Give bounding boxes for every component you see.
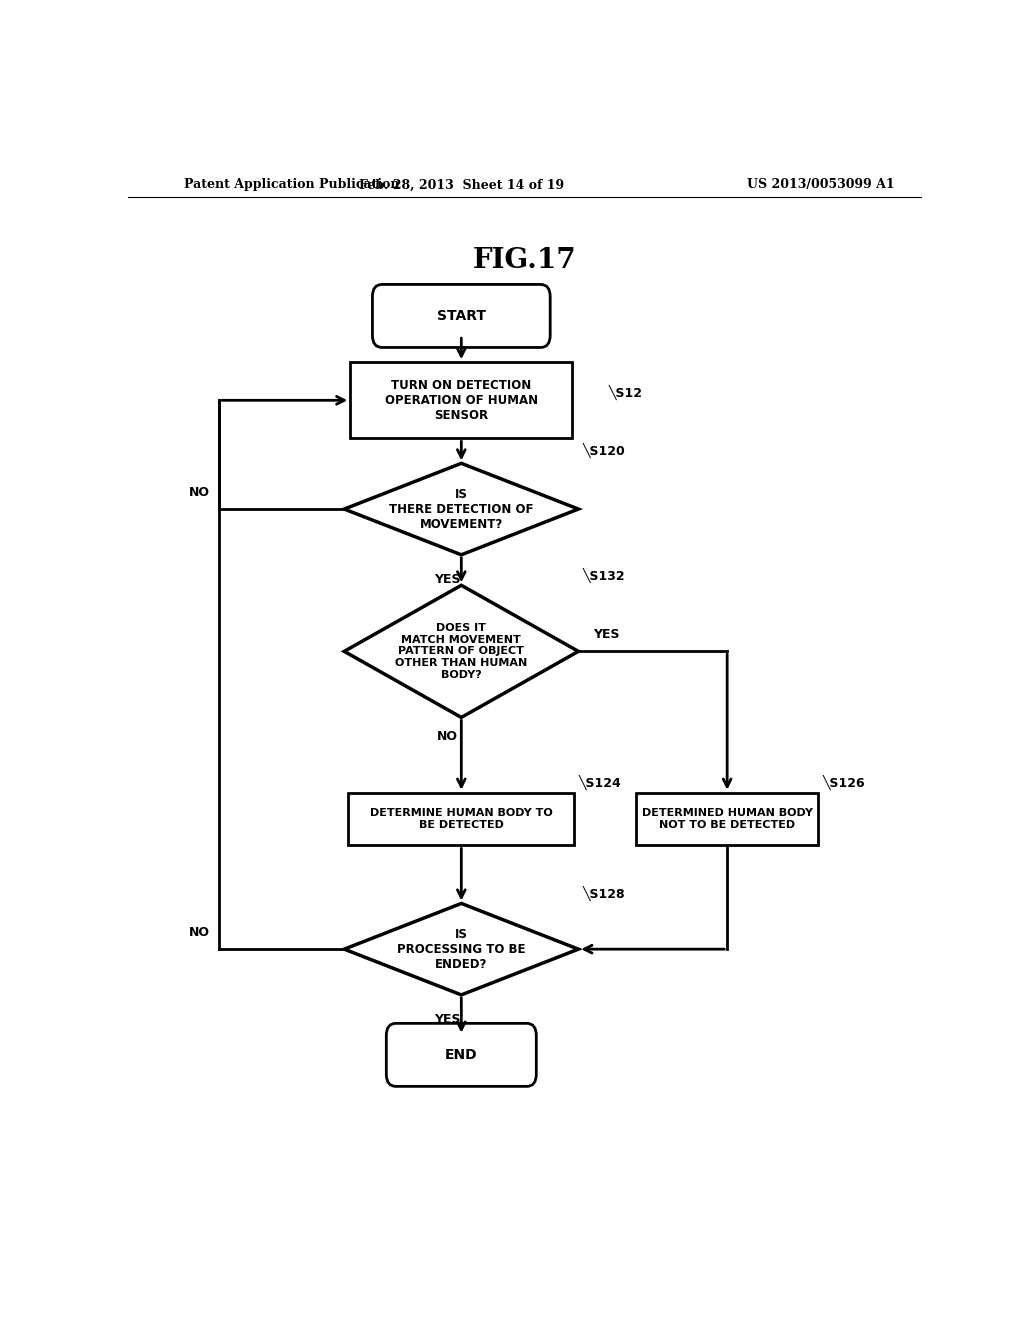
Text: DETERMINED HUMAN BODY
NOT TO BE DETECTED: DETERMINED HUMAN BODY NOT TO BE DETECTED <box>642 808 813 830</box>
Text: ╲S124: ╲S124 <box>579 775 622 789</box>
FancyBboxPatch shape <box>373 284 550 347</box>
Text: ╲S132: ╲S132 <box>583 568 625 583</box>
Text: NO: NO <box>436 730 458 743</box>
FancyBboxPatch shape <box>350 362 572 438</box>
Text: START: START <box>437 309 485 323</box>
Text: TURN ON DETECTION
OPERATION OF HUMAN
SENSOR: TURN ON DETECTION OPERATION OF HUMAN SEN… <box>385 379 538 422</box>
Text: US 2013/0053099 A1: US 2013/0053099 A1 <box>748 178 895 191</box>
Polygon shape <box>344 463 579 554</box>
Text: DETERMINE HUMAN BODY TO
BE DETECTED: DETERMINE HUMAN BODY TO BE DETECTED <box>370 808 553 830</box>
Text: DOES IT
MATCH MOVEMENT
PATTERN OF OBJECT
OTHER THAN HUMAN
BODY?: DOES IT MATCH MOVEMENT PATTERN OF OBJECT… <box>395 623 527 680</box>
Text: ╲S120: ╲S120 <box>583 444 625 458</box>
Text: YES: YES <box>434 1014 460 1026</box>
Text: NO: NO <box>188 486 210 499</box>
Text: ╲S128: ╲S128 <box>583 886 625 902</box>
Text: END: END <box>445 1048 477 1061</box>
FancyBboxPatch shape <box>348 792 574 846</box>
Text: Patent Application Publication: Patent Application Publication <box>183 178 399 191</box>
Text: YES: YES <box>593 628 620 642</box>
Polygon shape <box>344 903 579 995</box>
Text: Feb. 28, 2013  Sheet 14 of 19: Feb. 28, 2013 Sheet 14 of 19 <box>358 178 564 191</box>
Text: FIG.17: FIG.17 <box>473 247 577 273</box>
Text: NO: NO <box>188 927 210 939</box>
FancyBboxPatch shape <box>636 792 818 846</box>
Text: IS
THERE DETECTION OF
MOVEMENT?: IS THERE DETECTION OF MOVEMENT? <box>389 487 534 531</box>
Text: ╲S126: ╲S126 <box>822 775 865 789</box>
Text: IS
PROCESSING TO BE
ENDED?: IS PROCESSING TO BE ENDED? <box>397 928 525 970</box>
Text: YES: YES <box>434 573 460 586</box>
FancyBboxPatch shape <box>386 1023 537 1086</box>
Text: ╲S12: ╲S12 <box>608 384 642 400</box>
Polygon shape <box>344 585 579 718</box>
